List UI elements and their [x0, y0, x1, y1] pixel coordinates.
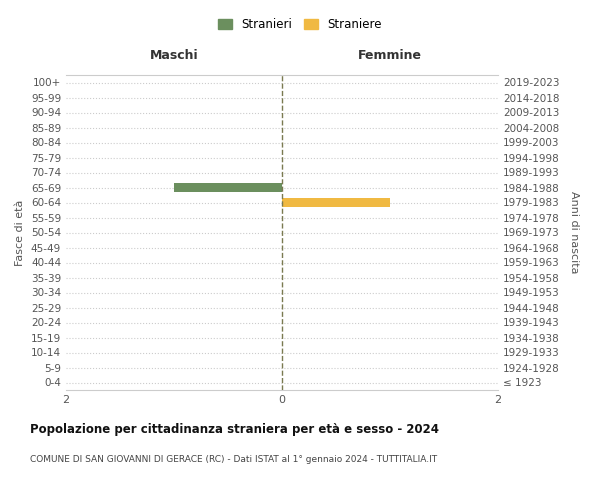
Text: Popolazione per cittadinanza straniera per età e sesso - 2024: Popolazione per cittadinanza straniera p…	[30, 422, 439, 436]
Text: COMUNE DI SAN GIOVANNI DI GERACE (RC) - Dati ISTAT al 1° gennaio 2024 - TUTTITAL: COMUNE DI SAN GIOVANNI DI GERACE (RC) - …	[30, 455, 437, 464]
Bar	[174, 182, 282, 192]
Legend: Stranieri, Straniere: Stranieri, Straniere	[213, 14, 387, 36]
Text: Femmine: Femmine	[358, 50, 422, 62]
Y-axis label: Anni di nascita: Anni di nascita	[569, 191, 579, 274]
Bar	[282, 198, 390, 207]
Text: Maschi: Maschi	[149, 50, 199, 62]
Y-axis label: Fasce di età: Fasce di età	[16, 200, 25, 266]
